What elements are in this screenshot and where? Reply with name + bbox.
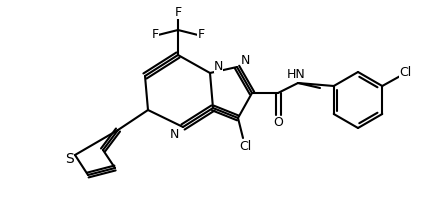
Text: N: N [170, 129, 179, 141]
Text: N: N [241, 53, 250, 67]
Text: Cl: Cl [239, 140, 251, 152]
Text: HN: HN [287, 69, 306, 81]
Text: S: S [65, 152, 73, 166]
Text: F: F [197, 28, 205, 41]
Text: F: F [151, 28, 159, 41]
Text: Cl: Cl [399, 65, 411, 78]
Text: N: N [214, 60, 223, 72]
Text: O: O [273, 117, 283, 129]
Text: F: F [174, 5, 181, 18]
